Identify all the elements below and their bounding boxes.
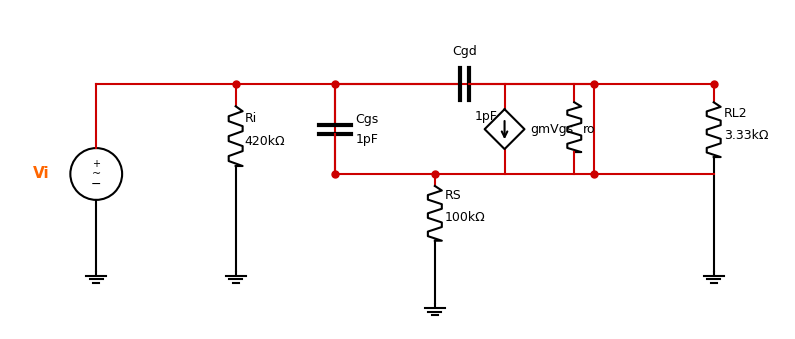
- Text: +: +: [92, 159, 100, 169]
- Text: 3.33kΩ: 3.33kΩ: [723, 129, 768, 142]
- Text: 420kΩ: 420kΩ: [245, 135, 285, 147]
- Text: Ri: Ri: [245, 112, 257, 125]
- Text: Cgd: Cgd: [452, 45, 477, 58]
- Text: 100kΩ: 100kΩ: [445, 211, 486, 224]
- Text: RL2: RL2: [723, 107, 747, 120]
- Text: gmVgs: gmVgs: [530, 123, 573, 136]
- Text: RS: RS: [445, 190, 462, 202]
- Text: Cgs: Cgs: [355, 113, 378, 126]
- Text: ro: ro: [584, 123, 595, 136]
- Text: −: −: [91, 177, 102, 191]
- Text: 1pF: 1pF: [355, 133, 378, 146]
- Text: Vi: Vi: [33, 166, 50, 181]
- Text: ~: ~: [91, 169, 101, 179]
- Text: 1pF: 1pF: [474, 110, 497, 123]
